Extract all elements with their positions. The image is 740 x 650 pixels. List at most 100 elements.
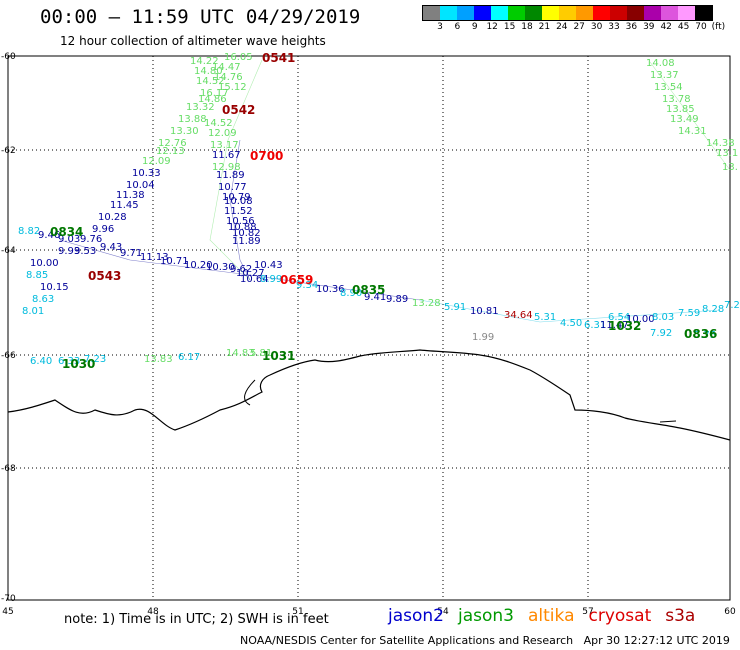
wave-height-labels: 16.0514.2214.4714.8014.7614.5215.1216.17…: [18, 52, 740, 367]
coastline-island: [659, 420, 677, 423]
wave-height-label: 5.31: [534, 312, 556, 323]
wave-height-label: 11.47: [600, 320, 629, 331]
satellite-track: [649, 61, 731, 171]
wave-height-label: 7.92: [650, 328, 672, 339]
color-scale-labels: 3 6 9 12 15 18 21 24 27 30 33 36 39 42 45 70 (ft): [422, 22, 732, 34]
wave-height-label: 9.34: [296, 280, 318, 291]
wave-height-label: 11.38: [116, 190, 145, 201]
color-swatch: [525, 6, 542, 20]
wave-height-label: 13.1: [716, 148, 738, 159]
color-swatch: [695, 6, 712, 20]
pass-time-label: 1032: [608, 319, 641, 333]
wave-height-label: 10.56: [226, 216, 255, 227]
color-scale-label: 45: [677, 22, 690, 32]
wave-height-label: 14.83: [226, 348, 255, 359]
satellite-legend: jason2 jason3 altika cryosat s3a: [388, 606, 695, 626]
wave-height-label: 13.: [722, 162, 738, 173]
map-frame: [7, 55, 731, 601]
satellite-track: [419, 299, 721, 323]
longitude-label: 60: [724, 607, 736, 617]
wave-height-label: 9.43: [100, 242, 122, 253]
wave-height-label: 14.22: [190, 56, 219, 67]
color-scale-label: 30: [590, 22, 603, 32]
wave-height-label: 13.83: [144, 354, 173, 365]
antarctic-coastline: [7, 349, 731, 441]
pass-time-label: 0542: [222, 103, 255, 117]
pass-time-label: 0835: [352, 283, 385, 297]
wave-height-label: 10.08: [224, 196, 253, 207]
wave-height-label: 10.36: [316, 284, 345, 295]
wave-height-label: 10.64: [240, 274, 269, 285]
wave-height-label: 12.76: [158, 138, 187, 149]
satellite-legend-item: jason3: [458, 606, 514, 626]
pass-time-labels: 0541 0542 0700 0834 0543 0659 0835 1032 0836 1030…: [50, 51, 717, 371]
color-scale-label: 12: [486, 22, 498, 32]
color-scale-label: 24: [556, 22, 568, 32]
latitude-label: -60: [1, 52, 16, 62]
pass-time-label: 0700: [250, 149, 283, 163]
wave-height-label: 13.85: [666, 104, 695, 115]
wave-height-label: 13.37: [650, 70, 679, 81]
wave-height-label: 14.38: [706, 138, 735, 149]
pass-time-label: 0543: [88, 269, 121, 283]
wave-height-label: 10.27: [236, 268, 265, 279]
wave-height-label: 8.01: [22, 306, 44, 317]
wave-height-label: 13.32: [186, 102, 215, 113]
latitude-label: -70: [1, 594, 16, 604]
map-subtitle: 12 hour collection of altimeter wave hei…: [60, 34, 326, 48]
wave-height-label: 10.71: [160, 256, 189, 267]
credit-line: NOAA/NESDIS Center for Satellite Applica…: [240, 634, 730, 647]
wave-height-label: 10.30: [206, 262, 235, 273]
pass-time-label: 1031: [262, 349, 295, 363]
color-swatch: [457, 6, 474, 20]
wave-height-label: 14.52: [204, 118, 233, 129]
wave-height-label: 9.53: [74, 246, 96, 257]
wave-height-label: 11.89: [216, 170, 245, 181]
color-scale-label: 33: [608, 22, 620, 32]
wave-height-label: 9.93: [58, 246, 80, 257]
longitude-label: 57: [582, 607, 593, 617]
wave-height-label: 12.98: [212, 162, 241, 173]
wave-height-label: 10.15: [40, 282, 69, 293]
wave-height-label: 5.75: [694, 330, 716, 341]
satellite-track: [229, 139, 251, 281]
color-swatch: [440, 6, 457, 20]
wave-height-label: 11.89: [232, 236, 261, 247]
wave-height-label: 34.64: [504, 310, 533, 321]
wave-height-label: 14.08: [646, 58, 675, 69]
color-scale-label: 42: [660, 22, 672, 32]
wave-height-label: 7.2: [724, 300, 740, 311]
wave-height-label: 14.76: [214, 72, 243, 83]
color-scale-bar: [422, 5, 713, 21]
wave-height-label: 10.88: [228, 222, 257, 233]
pass-time-label: 1030: [62, 357, 95, 371]
wave-height-label: 10.00: [626, 314, 655, 325]
altimeter-tracks: [59, 59, 731, 323]
wave-height-label: 13.28: [412, 298, 441, 309]
wave-height-label: 10.28: [98, 212, 127, 223]
wave-height-label: 8.82: [18, 226, 40, 237]
wave-height-label: 12.09: [142, 156, 171, 167]
wave-height-label: 8.85: [26, 270, 48, 281]
coastline-spur: [244, 379, 256, 406]
wave-height-label: 11.13: [140, 252, 169, 263]
wave-height-label: 13.54: [654, 82, 683, 93]
latitude-label: -66: [1, 351, 16, 361]
wave-height-label: 13.30: [170, 126, 199, 137]
color-scale-label: 18: [521, 22, 533, 32]
note-text: note: 1) Time is in UTC; 2) SWH is in fe…: [64, 612, 329, 627]
wave-height-label: 11.67: [212, 150, 241, 161]
wave-height-label: 4.50: [560, 318, 582, 329]
wave-height-label: 8.90: [340, 288, 362, 299]
color-swatch: [644, 6, 661, 20]
color-swatch: [542, 6, 559, 20]
wave-height-label: 10.04: [126, 180, 155, 191]
pass-time-label: 0834: [50, 225, 83, 239]
color-swatch: [559, 6, 576, 20]
wave-height-label: 10.82: [232, 228, 261, 239]
color-scale-label: 15: [503, 22, 516, 32]
color-swatch: [610, 6, 627, 20]
wave-height-label: 10.81: [470, 306, 499, 317]
wave-height-label: 16.05: [224, 52, 253, 63]
